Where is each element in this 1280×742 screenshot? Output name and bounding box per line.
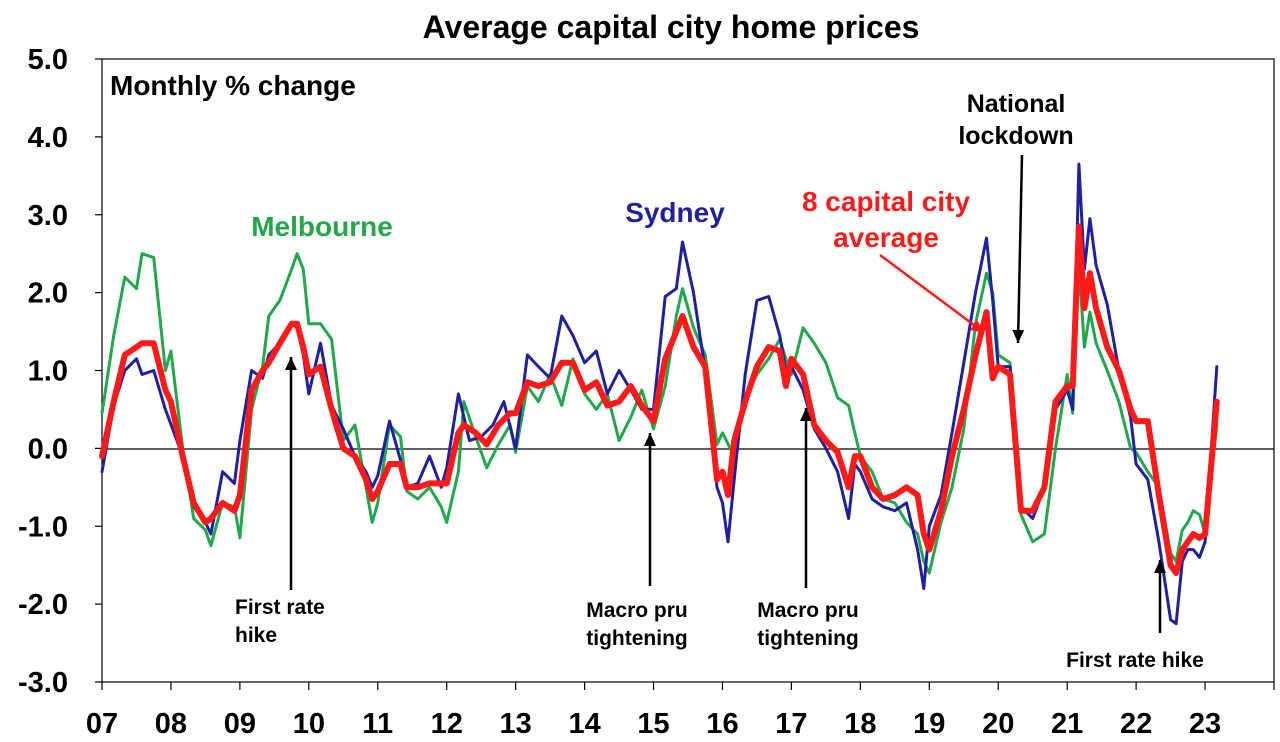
x-tick-label: 13 <box>500 708 532 740</box>
y-tick-label: 4.0 <box>28 122 68 154</box>
x-tick-label: 11 <box>362 708 393 740</box>
x-tick-label: 20 <box>982 708 1014 740</box>
series-labels: Melbourne Sydney 8 capital city average <box>251 186 985 333</box>
unit-label: Monthly % change <box>110 70 356 101</box>
y-tick-label: 0.0 <box>28 433 68 465</box>
x-tick-label: 14 <box>568 708 600 740</box>
annotation-label: Macro pru <box>757 599 859 622</box>
arrow-head-icon <box>644 433 656 446</box>
y-tick-label: 1.0 <box>28 356 68 388</box>
annotation-label: National <box>967 90 1066 118</box>
annotation-label: First rate <box>235 596 325 619</box>
y-tick-label: -3.0 <box>18 667 68 699</box>
series-label: 8 capital city <box>802 186 971 217</box>
arrow-head-icon <box>1154 560 1166 573</box>
arrow-head-icon <box>800 408 812 421</box>
annotation-label: tightening <box>757 627 858 650</box>
x-tick-label: 16 <box>706 708 738 740</box>
x-tick-label: 08 <box>155 708 187 740</box>
series-line-8-capital-city-average <box>99 223 1220 576</box>
x-tick-label: 23 <box>1189 708 1221 740</box>
x-tick-label: 22 <box>1120 708 1152 740</box>
y-tick-label: 3.0 <box>28 200 68 232</box>
annotations: First rate hike Macro pru tightening Macro p… <box>235 90 1204 672</box>
annotation-label: lockdown <box>958 122 1073 150</box>
y-tick-label: -1.0 <box>18 511 68 543</box>
x-tick-label: 09 <box>224 708 256 740</box>
x-axis: 07 08 09 10 11 12 13 14 15 16 17 18 19 20 21 22 23 <box>86 682 1275 740</box>
series-line-melbourne <box>100 252 1219 575</box>
annotation-arrow <box>1016 154 1024 344</box>
x-tick-label: 10 <box>293 708 325 740</box>
annotation-label: tightening <box>586 627 687 650</box>
series-label: average <box>833 222 939 253</box>
annotation-label: hike <box>235 624 277 647</box>
y-tick-label: 5.0 <box>28 44 68 76</box>
x-tick-label: 19 <box>913 708 945 740</box>
arrow-head-icon <box>1012 329 1025 343</box>
arrow-head-icon <box>970 320 985 333</box>
average-pointer-arrow <box>879 253 979 330</box>
y-axis: 5.0 4.0 3.0 2.0 1.0 0.0 -1.0 -2.0 -3.0 <box>18 44 102 699</box>
annotation-label: Macro pru <box>586 599 688 622</box>
x-tick-label: 17 <box>775 708 807 740</box>
x-tick-label: 18 <box>844 708 876 740</box>
arrow-head-icon <box>285 357 297 370</box>
series-layer <box>99 162 1220 626</box>
series-label: Melbourne <box>251 211 393 242</box>
series-label: Sydney <box>625 197 725 228</box>
x-tick-label: 15 <box>637 708 669 740</box>
annotation-label: First rate hike <box>1066 649 1204 672</box>
plot-area <box>101 58 1275 683</box>
x-tick-label: 21 <box>1051 708 1083 740</box>
x-tick-label: 07 <box>86 708 118 740</box>
x-tick-label: 12 <box>431 708 463 740</box>
y-tick-label: 2.0 <box>28 278 68 310</box>
chart-title: Average capital city home prices <box>423 9 920 45</box>
y-tick-label: -2.0 <box>18 589 68 621</box>
